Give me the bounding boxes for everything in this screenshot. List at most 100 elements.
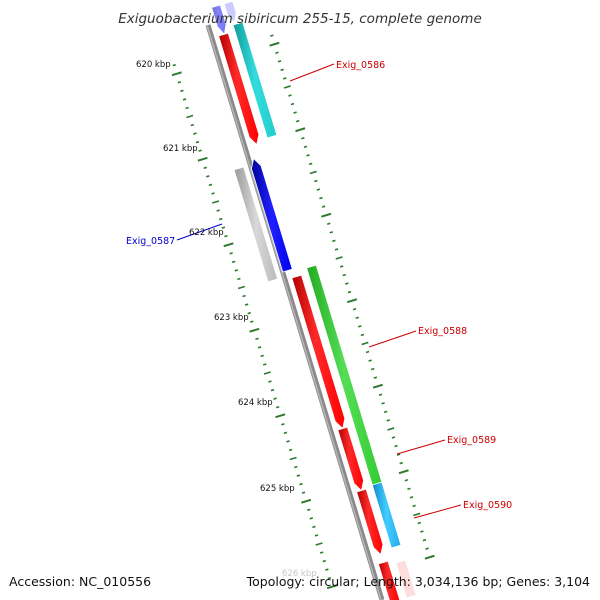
tick-right bbox=[381, 402, 385, 405]
tick-left bbox=[211, 192, 215, 195]
tick-left bbox=[237, 285, 246, 290]
tick-left bbox=[195, 140, 200, 144]
tick-right bbox=[407, 487, 411, 491]
feature-blue-587[interactable] bbox=[251, 157, 293, 273]
tick-left bbox=[229, 252, 233, 255]
feature-blue-faded[interactable] bbox=[211, 4, 227, 36]
gene-label-exig-0588[interactable]: Exig_0588 bbox=[418, 326, 467, 337]
tick-right bbox=[269, 41, 280, 47]
topology-text: Topology: circular; Length: 3,034,136 bp… bbox=[246, 574, 590, 589]
tick-right bbox=[365, 350, 370, 354]
feature-lilac-faded[interactable] bbox=[223, 0, 237, 24]
gene-label-exig-0586[interactable]: Exig_0586 bbox=[336, 60, 385, 71]
tick-left bbox=[260, 354, 264, 358]
tick-right bbox=[396, 453, 401, 456]
tick-right bbox=[295, 127, 306, 133]
tick-right bbox=[275, 51, 279, 54]
tick-left bbox=[319, 551, 324, 554]
tick-right bbox=[386, 419, 391, 422]
tick-left bbox=[186, 114, 194, 119]
tick-left bbox=[263, 371, 271, 375]
feature-pink-next[interactable] bbox=[395, 559, 417, 599]
tick-marks bbox=[171, 34, 435, 590]
tick-left bbox=[197, 156, 208, 162]
tick-left bbox=[224, 234, 228, 238]
tick-left bbox=[242, 294, 246, 298]
tick-right bbox=[339, 265, 344, 268]
tick-right bbox=[303, 145, 308, 149]
leader-exig-0586 bbox=[289, 63, 335, 82]
tick-left bbox=[249, 327, 260, 333]
tick-left bbox=[294, 465, 298, 469]
kbp-label: 626 kbp bbox=[282, 569, 317, 579]
accession-text: Accession: NC_010556 bbox=[9, 574, 151, 589]
map-title: Exiguobacterium sibiricum 255-15, comple… bbox=[118, 11, 482, 27]
tick-left bbox=[255, 337, 259, 341]
tick-right bbox=[342, 273, 347, 277]
tick-left bbox=[270, 388, 275, 392]
tick-right bbox=[319, 196, 323, 200]
tick-right bbox=[413, 512, 421, 517]
tick-left bbox=[288, 448, 293, 452]
tick-left bbox=[306, 508, 311, 512]
leader-exig-0589 bbox=[396, 439, 446, 455]
tick-left bbox=[193, 132, 197, 135]
tick-right bbox=[373, 376, 378, 379]
feature-red-586[interactable] bbox=[218, 32, 260, 146]
tick-left bbox=[322, 559, 327, 563]
tick-left bbox=[326, 584, 338, 590]
tick-right bbox=[335, 256, 343, 260]
kbp-label: 620 kbp bbox=[136, 60, 171, 70]
tick-left bbox=[286, 440, 290, 443]
tick-right bbox=[306, 154, 310, 157]
gene-label-exig-0590[interactable]: Exig_0590 bbox=[463, 500, 512, 511]
tick-left bbox=[237, 277, 241, 281]
tick-left bbox=[301, 498, 312, 504]
tick-right bbox=[326, 222, 331, 225]
gene-label-exig-0589[interactable]: Exig_0589 bbox=[447, 435, 496, 446]
feature-cyan-586[interactable] bbox=[232, 21, 278, 139]
tick-left bbox=[299, 482, 303, 486]
feature-red-588[interactable] bbox=[291, 274, 346, 430]
tick-left bbox=[314, 534, 319, 537]
feature-red-next[interactable] bbox=[377, 560, 401, 600]
tick-right bbox=[283, 85, 291, 89]
feature-sky-590[interactable] bbox=[371, 481, 402, 549]
tick-right bbox=[404, 479, 409, 482]
gene-label-exig-0587[interactable]: Exig_0587 bbox=[126, 236, 175, 247]
feature-gray-587[interactable] bbox=[233, 166, 279, 283]
genome-backbone bbox=[205, 24, 385, 600]
tick-right bbox=[372, 383, 383, 389]
tick-left bbox=[312, 525, 316, 529]
kbp-label: 624 kbp bbox=[238, 398, 273, 408]
tick-left bbox=[273, 397, 277, 400]
leader-exig-0590 bbox=[413, 504, 462, 519]
tick-right bbox=[332, 239, 336, 243]
feature-red-590[interactable] bbox=[356, 488, 384, 556]
tick-left bbox=[206, 175, 210, 178]
tick-right bbox=[361, 341, 369, 346]
tick-left bbox=[208, 183, 213, 187]
tick-right bbox=[378, 393, 383, 396]
tick-left bbox=[247, 311, 251, 315]
tick-left bbox=[223, 242, 234, 248]
gene-labels: Exig_0586 Exig_0587 Exig_0588 Exig_0589 … bbox=[126, 60, 512, 511]
tick-right bbox=[280, 68, 284, 72]
genome-backbone-highlight bbox=[206, 24, 382, 600]
tick-right bbox=[387, 427, 395, 431]
tick-left bbox=[171, 71, 182, 77]
tick-right bbox=[309, 170, 317, 175]
tick-right bbox=[394, 444, 398, 448]
tick-left bbox=[296, 474, 301, 477]
tick-right bbox=[321, 212, 332, 218]
leader-exig-0588 bbox=[368, 330, 417, 348]
tick-right bbox=[288, 94, 292, 97]
tick-right bbox=[383, 410, 388, 414]
tick-right bbox=[308, 162, 313, 166]
kbp-labels: 620 kbp 621 kbp 622 kbp 623 kbp 624 kbp … bbox=[136, 60, 317, 579]
tick-left bbox=[289, 456, 297, 461]
tick-left bbox=[257, 346, 262, 349]
feature-red-589[interactable] bbox=[337, 426, 365, 492]
tick-left bbox=[172, 63, 176, 67]
